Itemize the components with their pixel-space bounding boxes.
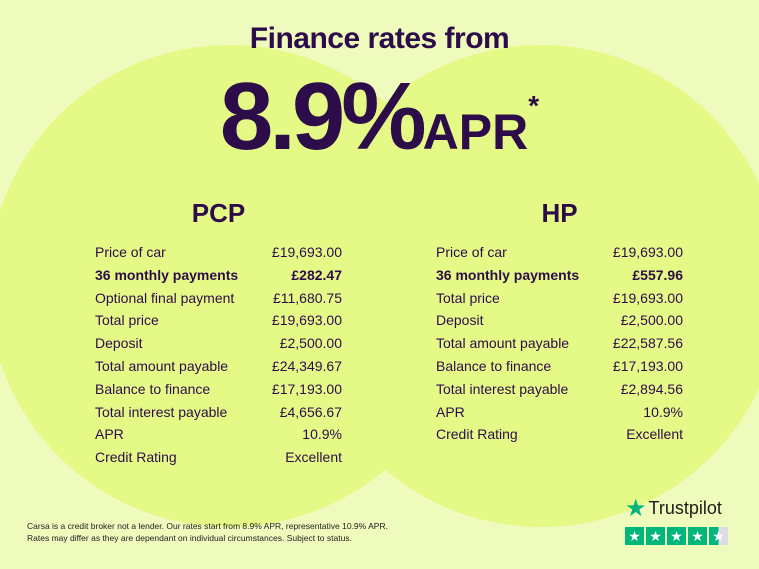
rating-star-icon: ★ — [646, 527, 665, 545]
apr-label: APR — [422, 104, 529, 160]
rating-star-icon: ★ — [688, 527, 707, 545]
row-value: £11,680.75 — [272, 289, 342, 306]
table-row: 36 monthly payments £557.96 — [436, 264, 683, 287]
rating-star-icon: ★ — [709, 527, 728, 545]
row-value: £24,349.67 — [271, 357, 342, 374]
headline: Finance rates from — [249, 22, 510, 55]
row-label: Total interest payable — [95, 403, 228, 420]
table-row: Total amount payable £22,587.56 — [436, 332, 683, 355]
table-row: Total price £19,693.00 — [95, 309, 342, 332]
row-label: Price of car — [436, 244, 507, 260]
row-value: £19,693.00 — [612, 244, 683, 260]
row-label: Deposit — [436, 312, 484, 329]
table-row: Balance to finance £17,193.00 — [95, 378, 342, 401]
right-circle-bg — [300, 45, 759, 527]
row-label: Deposit — [95, 335, 143, 352]
row-label: Total amount payable — [95, 357, 229, 374]
row-value: £19,693.00 — [612, 289, 683, 306]
row-label: Total interest payable — [436, 380, 569, 397]
table-row: 36 monthly payments £282.47 — [95, 264, 342, 287]
row-value: Excellent — [285, 449, 342, 466]
pcp-table: PCP Price of car £19,693.00 36 monthly paym… — [95, 198, 342, 469]
table-row: APR 10.9% — [95, 423, 342, 446]
table-row: Balance to finance £17,193.00 — [436, 355, 683, 378]
row-label: 36 monthly payments — [436, 266, 580, 283]
trustpilot-rating: ★ ★ ★ ★ ★ — [625, 527, 728, 545]
row-value: £4,656.67 — [279, 403, 342, 420]
row-label: Total price — [95, 312, 159, 329]
hp-table: HP Price of car £19,693.00 36 monthly payme… — [436, 198, 683, 446]
table-row: Price of car £19,693.00 — [436, 241, 683, 264]
row-value: 10.9% — [302, 426, 342, 443]
table-row: Total price £19,693.00 — [436, 287, 683, 310]
row-value: £17,193.00 — [612, 357, 683, 374]
row-value: £2,500.00 — [279, 335, 342, 352]
row-label: APR — [95, 426, 124, 443]
hp-title: HP — [541, 198, 578, 228]
row-label: Total price — [436, 289, 500, 306]
row-label: Balance to finance — [436, 357, 552, 374]
table-row: Optional final payment £11,680.75 — [95, 287, 342, 310]
trustpilot-name: Trustpilot — [648, 498, 722, 518]
disclaimer-line-1: Carsa is a credit broker not a lender. O… — [27, 521, 388, 531]
row-value: £282.47 — [291, 266, 342, 283]
row-value: £2,500.00 — [620, 312, 683, 329]
row-value: £17,193.00 — [271, 380, 342, 397]
rating-star-icon: ★ — [625, 527, 644, 545]
row-value: £19,693.00 — [271, 312, 342, 329]
table-row: Credit Rating Excellent — [436, 423, 683, 446]
row-value: £2,894.56 — [620, 380, 683, 397]
trustpilot-star-icon: ★ — [625, 495, 647, 522]
row-label: Price of car — [95, 244, 166, 260]
row-value: 10.9% — [643, 403, 683, 420]
disclaimer-line-2: Rates may differ as they are dependant o… — [27, 533, 352, 543]
row-label: APR — [436, 403, 465, 420]
table-row: Deposit £2,500.00 — [436, 309, 683, 332]
table-row: Deposit £2,500.00 — [95, 332, 342, 355]
rating-star-icon: ★ — [667, 527, 686, 545]
table-row: Price of car £19,693.00 — [95, 241, 342, 264]
row-label: Credit Rating — [95, 449, 177, 466]
table-row: Credit Rating Excellent — [95, 446, 342, 469]
rate-display: 8.9%APR* — [0, 62, 759, 172]
row-value: £22,587.56 — [612, 335, 683, 352]
table-row: Total interest payable £4,656.67 — [95, 401, 342, 424]
asterisk: * — [528, 90, 540, 121]
table-row: Total interest payable £2,894.56 — [436, 378, 683, 401]
pcp-title: PCP — [191, 198, 246, 228]
table-row: APR 10.9% — [436, 401, 683, 424]
rate-value: 8.9% — [219, 63, 427, 170]
row-value: £557.96 — [632, 266, 683, 283]
disclaimer: Carsa is a credit broker not a lender. O… — [27, 520, 388, 544]
row-label: Optional final payment — [95, 289, 235, 306]
row-label: Balance to finance — [95, 380, 211, 397]
table-row: Total amount payable £24,349.67 — [95, 355, 342, 378]
row-value: Excellent — [626, 426, 683, 443]
row-label: 36 monthly payments — [95, 266, 239, 283]
row-label: Credit Rating — [436, 426, 518, 443]
row-label: Total amount payable — [436, 335, 570, 352]
trustpilot-badge[interactable]: ★ Trustpilot ★ ★ ★ ★ ★ — [625, 494, 728, 545]
row-value: £19,693.00 — [271, 244, 342, 260]
